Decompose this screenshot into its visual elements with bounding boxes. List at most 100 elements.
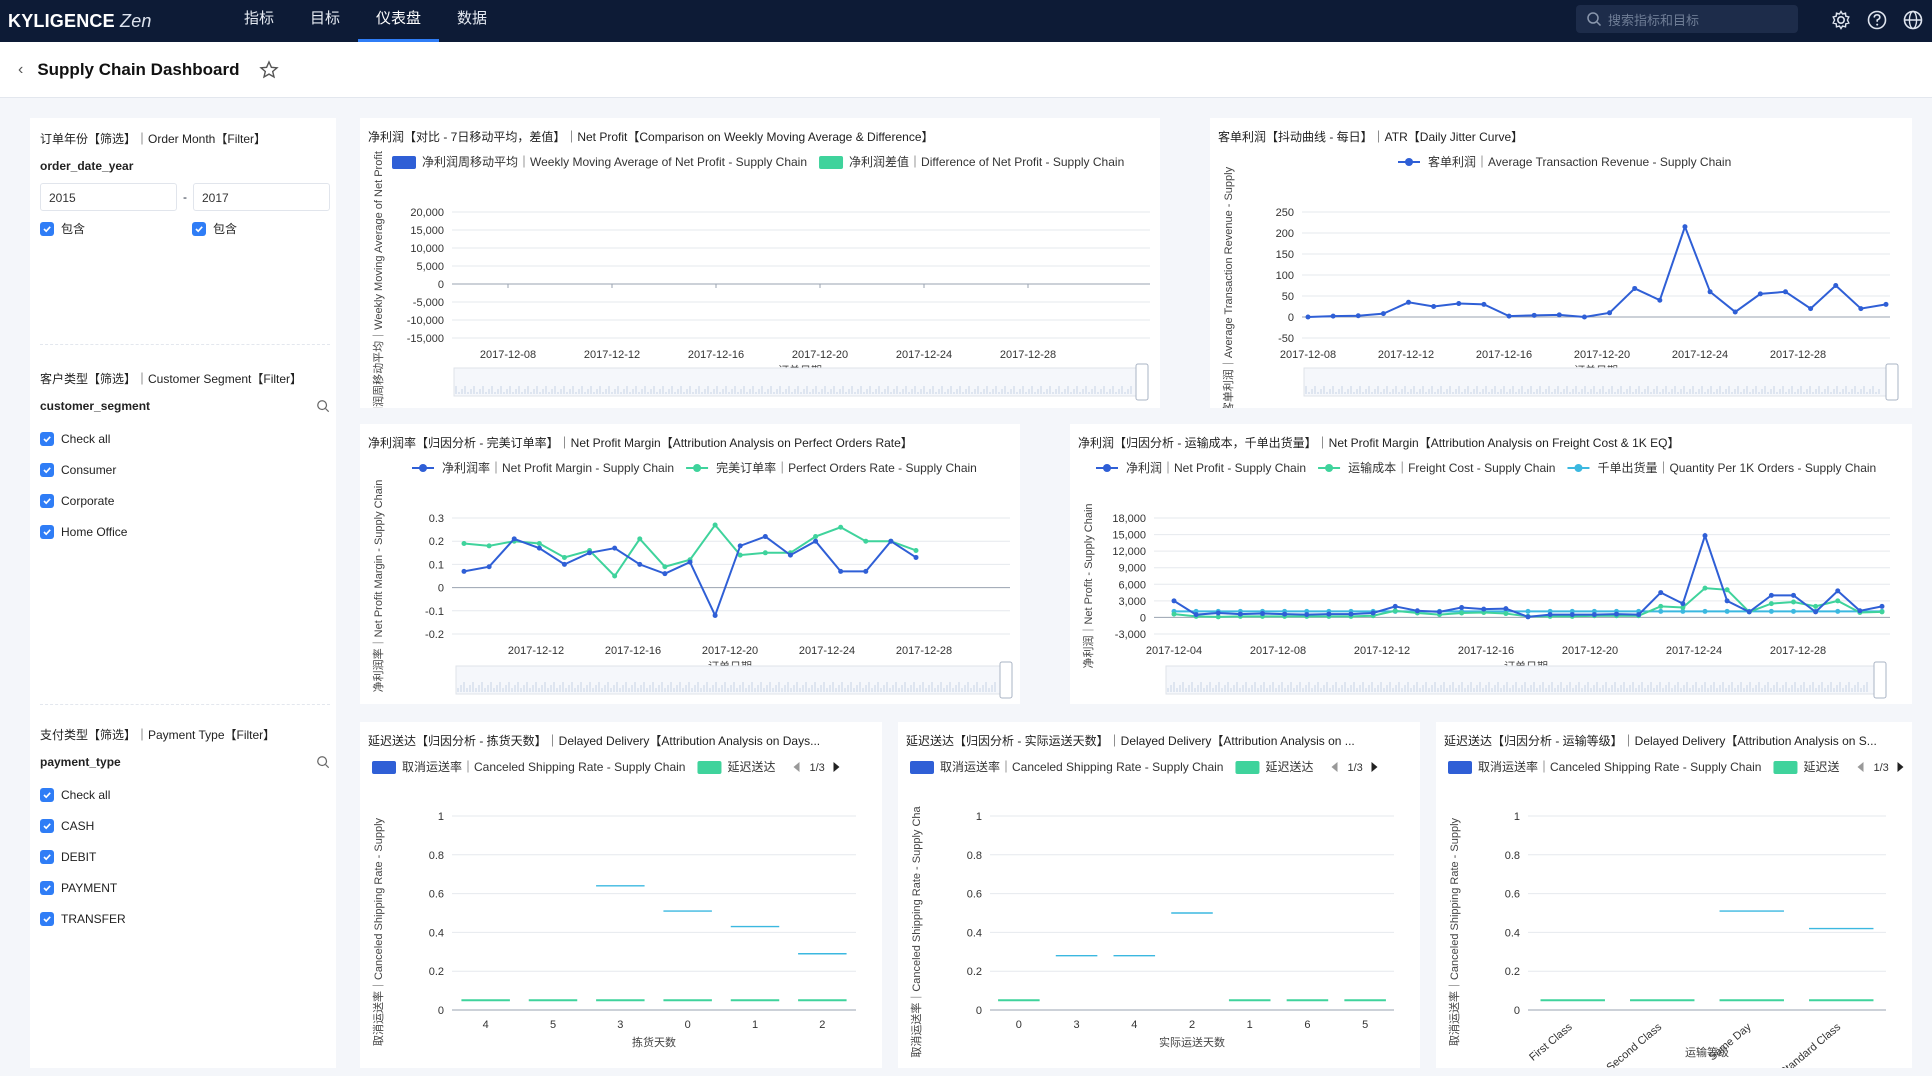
data-point [1282, 611, 1288, 617]
chart-delay-shipping-class[interactable]: 取消运送率｜Canceled Shipping Rate - Supply Ch… [1436, 722, 1912, 1076]
chart-card-delay-shipping-days: 延迟送达【归因分析 - 实际运送天数】｜Delayed Delivery【Att… [898, 722, 1420, 1068]
data-point [913, 547, 919, 553]
data-point [1431, 304, 1437, 309]
payment-type-filter: 支付类型【筛选】｜Payment Type【Filter】 payment_ty… [40, 726, 330, 934]
data-point [637, 536, 643, 542]
checkbox-label: DEBIT [61, 849, 97, 864]
search-input[interactable]: 搜索指标和目标 [1576, 5, 1798, 33]
search-icon[interactable] [316, 755, 330, 769]
legend-label: 取消运送率｜Canceled Shipping Rate - Supply Ch… [402, 759, 685, 774]
series-line [1173, 532, 1883, 618]
check-icon [40, 431, 54, 446]
data-point [1437, 609, 1442, 615]
data-point [1525, 614, 1531, 620]
data-point [1657, 297, 1663, 303]
nav-dashboard[interactable]: 仪表盘 [358, 0, 440, 42]
y-tick-label: 0.2 [967, 966, 982, 978]
payment-checkbox-debit[interactable]: DEBIT [40, 841, 330, 872]
data-point [1591, 612, 1597, 618]
y-tick-label: -10,000 [407, 315, 444, 327]
y-tick-label: 0 [438, 1005, 444, 1017]
nav-data[interactable]: 数据 [457, 10, 488, 27]
include-to-checkbox[interactable]: 包含 [192, 213, 237, 244]
check-icon [40, 462, 54, 477]
x-tick-label: Standard Class [1778, 1021, 1844, 1068]
filter-title: 支付类型【筛选】｜Payment Type【Filter】 [40, 728, 276, 742]
y-tick-label: 0.2 [429, 966, 444, 978]
back-chevron-icon[interactable]: ‹ [18, 60, 24, 78]
legend-label: 净利润差值｜Difference of Net Profit - Supply … [849, 154, 1124, 169]
data-point [1215, 614, 1221, 620]
gear-icon[interactable] [1830, 9, 1852, 31]
y-tick-label: -0.1 [425, 606, 444, 618]
series-line [1307, 223, 1887, 319]
data-point [1680, 604, 1686, 610]
checkbox-label: Home Office [61, 524, 128, 539]
x-tick-label: 2017-12-12 [1354, 645, 1410, 657]
data-point [561, 554, 567, 560]
year-from-input[interactable]: 2015 [40, 183, 177, 211]
y-tick-label: 0.4 [967, 927, 982, 939]
help-icon[interactable] [1866, 9, 1888, 31]
data-point [863, 538, 869, 544]
y-tick-label: 0.3 [429, 513, 444, 525]
chart-freight-cost[interactable]: 净利润｜Net Profit - Supply Chain 运输成本｜Freigh… [1070, 424, 1912, 704]
language-globe-icon[interactable] [1902, 9, 1924, 31]
data-point [712, 612, 718, 618]
search-icon[interactable] [316, 399, 330, 413]
chart-delay-shipping-days[interactable]: 取消运送率｜Canceled Shipping Rate - Supply Ch… [898, 722, 1420, 1068]
payment-checkbox-check-all[interactable]: Check all [40, 779, 330, 810]
pager-text: 1/3 [1347, 762, 1362, 774]
segment-checkbox-corporate[interactable]: Corporate [40, 485, 330, 516]
year-to-input[interactable]: 2017 [193, 183, 330, 211]
nav-goals[interactable]: 目标 [310, 10, 341, 27]
x-tick-label: 5 [1362, 1019, 1368, 1031]
payment-checkbox-payment[interactable]: PAYMENT [40, 872, 330, 903]
nav-metrics[interactable]: 指标 [244, 10, 275, 27]
data-point [1171, 598, 1177, 604]
chart-net-profit[interactable]: 净利润周移动平均｜Weekly Moving Average of Net Pr… [360, 118, 1160, 429]
chart-net-profit-margin[interactable]: 净利润率｜Net Profit Margin - Supply Chain 完美订… [360, 424, 1020, 704]
data-point [1607, 310, 1613, 316]
chart-atr[interactable]: 客单利润｜Average Transaction Revenue - Suppl… [1210, 118, 1912, 413]
data-point [536, 545, 542, 551]
x-tick-label: First Class [1527, 1021, 1575, 1064]
data-point [1503, 611, 1509, 617]
x-tick-label: 3 [1074, 1019, 1080, 1031]
segment-checkbox-consumer[interactable]: Consumer [40, 454, 330, 485]
segment-checkbox-home-office[interactable]: Home Office [40, 516, 330, 547]
y-tick-label: 0.6 [429, 889, 444, 901]
x-tick-label: 2017-12-20 [702, 645, 758, 657]
checkbox-label: Corporate [61, 493, 115, 508]
y-tick-label: 0 [1140, 612, 1146, 624]
x-tick-label: 2017-12-28 [1770, 349, 1826, 361]
check-icon [40, 493, 54, 508]
data-point [813, 538, 819, 544]
data-point [1305, 314, 1311, 320]
y-tick-label: 18,000 [1112, 513, 1146, 525]
data-point [1658, 590, 1664, 596]
favorite-star-icon[interactable] [259, 59, 280, 80]
slider-handle [1873, 661, 1887, 699]
data-point [1503, 606, 1509, 612]
data-point [1707, 289, 1713, 295]
pager-next-icon [1897, 762, 1904, 772]
legend-label: 完美订单率｜Perfect Orders Rate - Supply Chain [716, 460, 977, 475]
filter-divider [40, 344, 330, 345]
include-from-checkbox[interactable]: 包含 [40, 213, 192, 244]
app-logo[interactable]: KYLIGENCE Zen [8, 11, 226, 32]
payment-checkbox-cash[interactable]: CASH [40, 810, 330, 841]
data-point [1724, 608, 1730, 614]
slider-preview [1305, 386, 1880, 394]
segment-checkbox-check-all[interactable]: Check all [40, 423, 330, 454]
legend-marker [392, 156, 416, 169]
y-axis-title: 取消运送率｜Canceled Shipping Rate - Supply [1447, 817, 1461, 1046]
data-point [1702, 533, 1708, 539]
chart-delay-picking-days[interactable]: 取消运送率｜Canceled Shipping Rate - Supply Ch… [360, 722, 882, 1068]
data-point [486, 543, 492, 549]
y-tick-label: 250 [1276, 207, 1294, 219]
data-point [1791, 608, 1796, 614]
payment-checkbox-transfer[interactable]: TRANSFER [40, 903, 330, 934]
y-tick-label: -3,000 [1115, 629, 1146, 641]
legend-label: 客单利润｜Average Transaction Revenue - Suppl… [1428, 154, 1731, 169]
